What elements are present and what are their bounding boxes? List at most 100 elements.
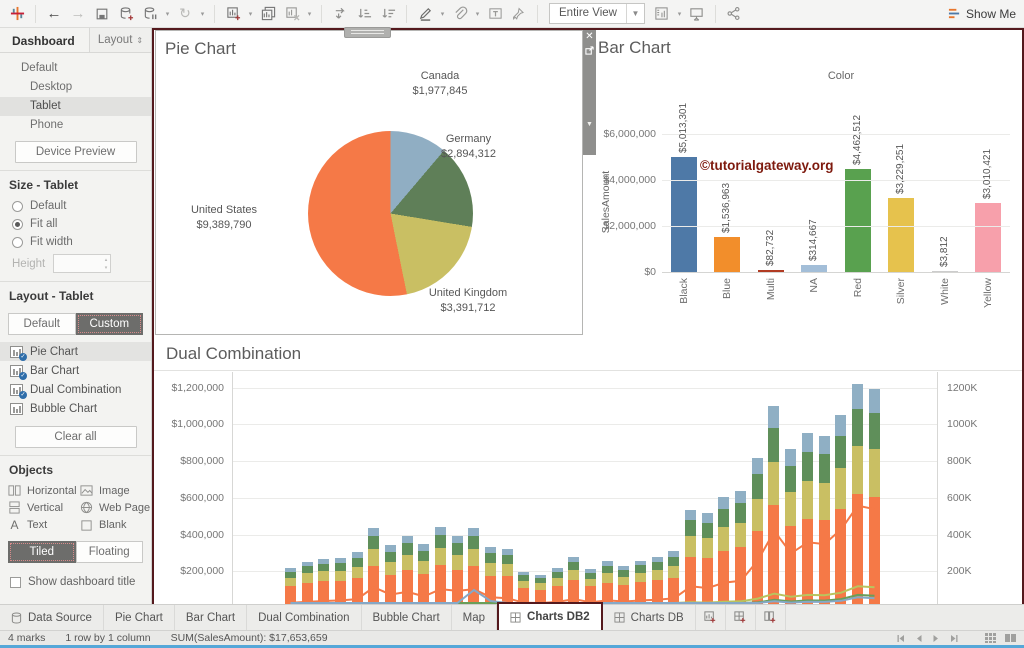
height-label: Height (12, 258, 45, 270)
sheet-tab-label: Pie Chart (115, 612, 163, 624)
device-item-phone[interactable]: Phone (0, 116, 151, 135)
sheet-tab-charts-db[interactable]: Charts DB (603, 605, 696, 630)
paperclip-dropdown-caret[interactable]: ▾ (473, 3, 482, 25)
close-icon[interactable]: ✕ (585, 32, 593, 42)
chevron-down-icon[interactable]: ▼ (626, 4, 644, 23)
size-option-default[interactable]: Default (0, 197, 151, 215)
bar-chart-y-axis-title: SalesAmount (600, 157, 612, 247)
device-item-desktop[interactable]: Desktop (0, 78, 151, 97)
duplicate-sheet-icon[interactable] (257, 3, 279, 25)
more-options-caret-icon[interactable]: ▼ (586, 121, 593, 128)
bar-mark-yellow[interactable] (975, 203, 1001, 272)
sheet-item-pie-chart[interactable]: ✓ Pie Chart (0, 342, 151, 361)
size-option-fit-width[interactable]: Fit width (0, 233, 151, 251)
x-tick-label: Multi (765, 278, 777, 335)
fit-view-select[interactable]: Entire View ▼ (549, 3, 645, 24)
dual-combination-zone[interactable]: Dual Combination SalesAmount TotalProduc… (154, 337, 1022, 604)
object-image[interactable]: Image (80, 484, 152, 497)
next-sheet-icon[interactable] (932, 634, 940, 643)
text-label-icon[interactable] (484, 3, 506, 25)
object-vertical[interactable]: Vertical (8, 501, 80, 514)
radio-selected-icon[interactable] (12, 219, 23, 230)
bar-mark-red[interactable] (845, 169, 871, 272)
sheet-tab-bar-chart[interactable]: Bar Chart (175, 605, 247, 630)
zone-drag-handle[interactable] (344, 27, 391, 38)
save-icon[interactable] (91, 3, 113, 25)
swap-rows-columns-icon[interactable] (329, 3, 351, 25)
layout-custom-button[interactable]: Custom (76, 313, 144, 335)
show-me-button[interactable]: Show Me (948, 7, 1018, 21)
sheet-tab-map[interactable]: Map (452, 605, 497, 630)
share-icon[interactable] (723, 3, 745, 25)
sheet-tab-bubble-chart[interactable]: Bubble Chart (362, 605, 452, 630)
highlight-icon[interactable] (414, 3, 436, 25)
format-paperclip-icon[interactable] (449, 3, 471, 25)
new-worksheet-tab-button[interactable] (696, 605, 726, 630)
radio-icon[interactable] (12, 201, 23, 212)
show-dashboard-title-option[interactable]: Show dashboard title (0, 570, 151, 588)
pin-icon[interactable] (508, 3, 530, 25)
layout-default-button[interactable]: Default (8, 313, 76, 335)
tiled-button[interactable]: Tiled (8, 541, 76, 563)
new-story-tab-button[interactable] (756, 605, 786, 630)
use-as-filter-icon[interactable] (585, 46, 594, 55)
device-item-default[interactable]: Default (0, 59, 151, 78)
sort-ascending-icon[interactable] (353, 3, 375, 25)
bar-chart-zone[interactable]: Bar Chart Color SalesAmount $0$2,000,000… (596, 30, 1022, 335)
sheet-tab-dual-combination[interactable]: Dual Combination (247, 605, 361, 630)
cards-dropdown-caret[interactable]: ▾ (675, 3, 684, 25)
object-blank[interactable]: Blank (80, 518, 152, 532)
last-sheet-icon[interactable] (949, 634, 959, 643)
left-tick-label: $800,000 (154, 455, 224, 467)
pause-updates-dropdown-caret[interactable]: ▾ (163, 3, 172, 25)
height-input[interactable] (53, 254, 111, 273)
radio-icon[interactable] (12, 237, 23, 248)
previous-sheet-icon[interactable] (915, 634, 923, 643)
tab-layout[interactable]: Layout ⇕ (89, 28, 151, 52)
object-horizontal[interactable]: Horizontal (8, 484, 80, 497)
checkbox-icon[interactable] (10, 577, 21, 588)
first-sheet-icon[interactable] (896, 634, 906, 643)
bar-mark-silver[interactable] (888, 198, 914, 272)
show-hide-cards-icon[interactable] (651, 3, 673, 25)
show-filmstrip-icon[interactable] (1005, 633, 1016, 643)
size-option-fit-all[interactable]: Fit all (0, 215, 151, 233)
presentation-mode-icon[interactable] (686, 3, 708, 25)
sheet-tab-charts-db2[interactable]: Charts DB2 (497, 602, 603, 632)
object-web-page[interactable]: Web Page (80, 501, 152, 514)
sheet-tab-pie-chart[interactable]: Pie Chart (104, 605, 175, 630)
redo-icon[interactable]: → (67, 3, 89, 25)
pie-chart-floating-window[interactable]: Pie Chart Canada $1,977,845 Germany $2,8… (155, 30, 583, 335)
new-data-source-icon[interactable] (115, 3, 137, 25)
tableau-logo-icon[interactable] (6, 3, 28, 25)
new-worksheet-icon[interactable] (222, 3, 244, 25)
pie-label-canada: Canada $1,977,845 (384, 69, 496, 99)
orange-line[interactable] (291, 506, 875, 603)
sort-descending-icon[interactable] (377, 3, 399, 25)
refresh-icon[interactable]: ↻ (174, 3, 196, 25)
bar-mark-na[interactable] (801, 265, 827, 272)
tab-dashboard[interactable]: Dashboard (0, 28, 89, 52)
highlight-dropdown-caret[interactable]: ▾ (438, 3, 447, 25)
status-layout: 1 row by 1 column (65, 632, 150, 644)
floating-button[interactable]: Floating (76, 541, 144, 563)
new-dashboard-tab-button[interactable] (726, 605, 756, 630)
bar-mark-blue[interactable] (714, 237, 740, 272)
pause-auto-updates-icon[interactable] (139, 3, 161, 25)
sheet-tab-data-source[interactable]: Data Source (0, 605, 104, 630)
clear-all-button[interactable]: Clear all (15, 426, 137, 448)
undo-icon[interactable]: ← (43, 3, 65, 25)
refresh-dropdown-caret[interactable]: ▾ (198, 3, 207, 25)
device-preview-button[interactable]: Device Preview (15, 141, 137, 163)
clear-dropdown-caret[interactable]: ▾ (305, 3, 314, 25)
device-item-tablet[interactable]: Tablet (0, 97, 151, 116)
right-tick-label: 1000K (947, 418, 977, 430)
bar-mark-black[interactable] (671, 157, 697, 272)
clear-sheet-icon[interactable] (281, 3, 303, 25)
show-sheet-sorter-icon[interactable] (985, 633, 996, 643)
sheet-item-bubble-chart[interactable]: Bubble Chart (0, 399, 151, 418)
sheet-item-bar-chart[interactable]: ✓ Bar Chart (0, 361, 151, 380)
new-worksheet-dropdown-caret[interactable]: ▾ (246, 3, 255, 25)
object-text[interactable]: A Text (8, 518, 80, 532)
sheet-item-dual-combination[interactable]: ✓ Dual Combination (0, 380, 151, 399)
